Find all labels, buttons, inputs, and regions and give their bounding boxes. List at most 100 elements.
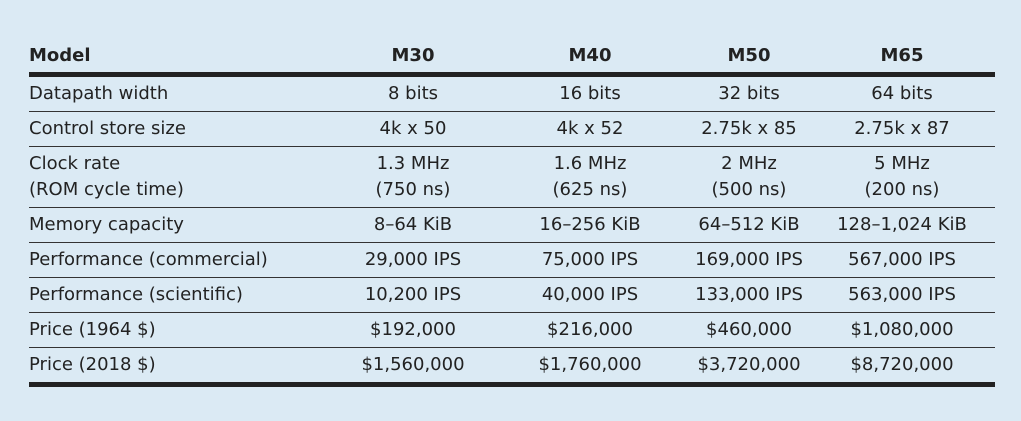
table-cell: 32 bits <box>689 74 809 112</box>
table-cell-text: 64–512 KiB <box>698 214 800 235</box>
table-row: Memory capacity 8–64 KiB 16–256 KiB 64–512 … <box>29 207 995 243</box>
table-cell-text: 75,000 IPS <box>541 249 639 270</box>
column-header-m30: M30 <box>335 38 491 77</box>
table-cell: $192,000 <box>335 312 491 348</box>
table-cell: 16 bits <box>491 74 689 112</box>
table-cell-text: $1,560,000 <box>361 354 465 375</box>
row-label: Clock rate (ROM cycle time) <box>29 146 335 208</box>
table-cell-text: 2 MHz <box>721 153 777 174</box>
table-cell-text: (500 ns) <box>711 179 787 200</box>
table-cell-text: (625 ns) <box>552 179 628 200</box>
row-label-text: Price (2018 $) <box>29 354 156 375</box>
row-label: Price (2018 $) <box>29 347 335 387</box>
table-cell-text: 10,200 IPS <box>364 284 462 305</box>
table-row: Clock rate (ROM cycle time) 1.3 MHz (750 ns… <box>29 146 995 208</box>
table-cell-text: 1.6 MHz <box>553 153 627 174</box>
table-cell: 169,000 IPS <box>689 242 809 278</box>
row-label: Datapath width <box>29 74 335 112</box>
table-cell-text: $8,720,000 <box>850 354 954 375</box>
table-cell: 5 MHz (200 ns) <box>809 146 995 208</box>
table-cell-text: 29,000 IPS <box>364 249 462 270</box>
table-cell: 2 MHz (500 ns) <box>689 146 809 208</box>
table-cell-text: 567,000 IPS <box>848 249 956 270</box>
table-cell-text: $1,080,000 <box>850 319 954 340</box>
table-cell: 29,000 IPS <box>335 242 491 278</box>
table-cell: 40,000 IPS <box>491 277 689 313</box>
table-row: Price (1964 $) $192,000 $216,000 $460,000 $1… <box>29 312 995 348</box>
table-cell-text: 16 bits <box>559 83 621 104</box>
table-cell-text: $3,720,000 <box>697 354 801 375</box>
row-label: Performance (commercial) <box>29 242 335 278</box>
table-cell: 10,200 IPS <box>335 277 491 313</box>
table-cell-text: $460,000 <box>706 319 792 340</box>
table-cell: $1,080,000 <box>809 312 995 348</box>
table-cell-text: $192,000 <box>370 319 456 340</box>
row-label: Performance (scientific) <box>29 277 335 313</box>
table-cell-text: 32 bits <box>718 83 780 104</box>
table-cell-text: 1.3 MHz <box>376 153 450 174</box>
table-cell-text: 8–64 KiB <box>373 214 453 235</box>
table-cell: 64–512 KiB <box>689 207 809 243</box>
table-cell: 1.6 MHz (625 ns) <box>491 146 689 208</box>
table-cell-text: 5 MHz <box>874 153 930 174</box>
table-cell: $1,560,000 <box>335 347 491 387</box>
table-cell-text: 563,000 IPS <box>848 284 956 305</box>
column-header-m65: M65 <box>809 38 995 77</box>
table-cell: 567,000 IPS <box>809 242 995 278</box>
row-label: Price (1964 $) <box>29 312 335 348</box>
table-cell: 1.3 MHz (750 ns) <box>335 146 491 208</box>
table-cell: 128–1,024 KiB <box>809 207 995 243</box>
table-cell-text: 8 bits <box>387 83 439 104</box>
table-cell-text: 128–1,024 KiB <box>837 214 967 235</box>
table-cell: 2.75k x 87 <box>809 111 995 147</box>
table-cell: 133,000 IPS <box>689 277 809 313</box>
table-cell-text: 16–256 KiB <box>539 214 641 235</box>
table-cell-text: 4k x 50 <box>379 118 447 139</box>
table-cell: 4k x 52 <box>491 111 689 147</box>
table-cell-text: (750 ns) <box>375 179 451 200</box>
table-row: Performance (scientific) 10,200 IPS 40,000… <box>29 277 995 313</box>
table-cell: 8–64 KiB <box>335 207 491 243</box>
table-cell-text: 169,000 IPS <box>695 249 803 270</box>
model-comparison-table: Model M30 M40 M50 M65 Datapath width 8 bits 16… <box>29 38 995 387</box>
row-label-text: Control store size <box>29 118 186 139</box>
table-row: Performance (commercial) 29,000 IPS 75,000… <box>29 242 995 278</box>
table-cell-text: (200 ns) <box>864 179 940 200</box>
table-cell: 2.75k x 85 <box>689 111 809 147</box>
column-header-model: Model <box>29 38 335 77</box>
row-label: Memory capacity <box>29 207 335 243</box>
table-cell-text: 40,000 IPS <box>541 284 639 305</box>
table-cell: $460,000 <box>689 312 809 348</box>
table-cell: 8 bits <box>335 74 491 112</box>
table-cell-text: 4k x 52 <box>556 118 624 139</box>
table-cell: 75,000 IPS <box>491 242 689 278</box>
table-cell: 16–256 KiB <box>491 207 689 243</box>
column-header-m50: M50 <box>689 38 809 77</box>
table-row: Price (2018 $) $1,560,000 $1,760,000 $3,720… <box>29 347 995 387</box>
table-cell: $3,720,000 <box>689 347 809 387</box>
table-cell: 64 bits <box>809 74 995 112</box>
table-cell: 4k x 50 <box>335 111 491 147</box>
table-cell-text: $216,000 <box>547 319 633 340</box>
row-label-text: Clock rate <box>29 153 121 174</box>
table-cell: 563,000 IPS <box>809 277 995 313</box>
table-row: Control store size 4k x 50 4k x 52 2.75k x … <box>29 111 995 147</box>
table-cell-text: 2.75k x 87 <box>854 118 950 139</box>
table-row: Datapath width 8 bits 16 bits 32 bits 64 bit… <box>29 74 995 112</box>
row-label-text: (ROM cycle time) <box>29 179 184 200</box>
header-row: Model M30 M40 M50 M65 <box>29 38 995 77</box>
row-label-text: Performance (scientific) <box>29 284 243 305</box>
table-cell-text: 133,000 IPS <box>695 284 803 305</box>
table-cell-text: $1,760,000 <box>538 354 642 375</box>
row-label-text: Datapath width <box>29 83 169 104</box>
row-label-text: Performance (commercial) <box>29 249 268 270</box>
table-cell-text: 64 bits <box>871 83 933 104</box>
table-cell-text: 2.75k x 85 <box>701 118 797 139</box>
table-cell: $216,000 <box>491 312 689 348</box>
row-label-text: Price (1964 $) <box>29 319 156 340</box>
table-cell: $8,720,000 <box>809 347 995 387</box>
row-label-text: Memory capacity <box>29 214 184 235</box>
column-header-m40: M40 <box>491 38 689 77</box>
table-cell: $1,760,000 <box>491 347 689 387</box>
row-label: Control store size <box>29 111 335 147</box>
